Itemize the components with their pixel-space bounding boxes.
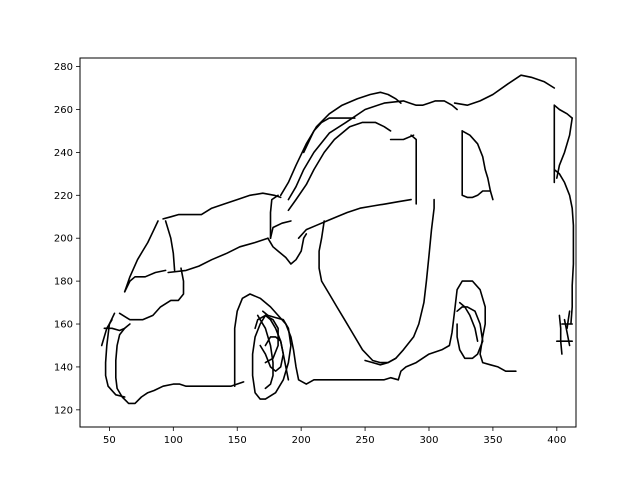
- y-tick-label: 200: [54, 234, 73, 245]
- stroke-line-26: [256, 314, 274, 390]
- x-tick-label: 250: [356, 435, 375, 446]
- stroke-line-5: [123, 220, 159, 293]
- stroke-line-23: [233, 293, 400, 388]
- y-tick-label: 160: [54, 320, 73, 331]
- stroke-line-24: [397, 280, 517, 381]
- stroke-line-11: [269, 194, 279, 239]
- stroke-line-8: [164, 220, 176, 272]
- x-tick-label: 350: [483, 435, 502, 446]
- stroke-line-15: [279, 91, 402, 197]
- stroke-line-3: [104, 312, 126, 398]
- y-tick-label: 220: [54, 191, 73, 202]
- stroke-line-2: [115, 327, 245, 405]
- stroke-line-22: [364, 357, 397, 366]
- stroke-line-19: [302, 117, 356, 154]
- stroke-line-10: [267, 233, 308, 265]
- x-tick-label: 300: [419, 435, 438, 446]
- stroke-line-33: [461, 130, 492, 199]
- y-tick-label: 180: [54, 277, 73, 288]
- stroke-line-17: [297, 198, 412, 239]
- x-tick-label: 50: [103, 435, 116, 446]
- y-tick-label: 240: [54, 148, 73, 159]
- stroke-line-14: [453, 74, 556, 106]
- chart-strokes: [100, 74, 575, 405]
- stroke-line-9: [167, 237, 269, 274]
- x-tick-label: 400: [547, 435, 566, 446]
- stroke-line-29: [254, 314, 279, 364]
- stroke-line-38: [558, 314, 563, 355]
- stroke-line-20: [410, 134, 418, 205]
- y-tick-label: 120: [54, 405, 73, 416]
- x-tick-label: 100: [164, 435, 183, 446]
- stroke-line-32: [461, 130, 494, 201]
- stroke-line-6: [123, 269, 167, 293]
- stroke-line-21: [318, 198, 435, 364]
- y-tick-label: 140: [54, 362, 73, 373]
- stroke-line-13: [287, 100, 458, 201]
- stroke-line-36: [555, 117, 574, 179]
- y-tick-label: 260: [54, 105, 73, 116]
- plot-frame: [79, 57, 577, 428]
- stroke-line-18: [389, 134, 415, 141]
- stroke-line-34: [553, 104, 574, 119]
- stroke-line-4: [118, 267, 185, 321]
- axis-ticks: 50 100 150 200 250 300 350 400 120 140 160 180 200 22…: [54, 62, 566, 446]
- stroke-line-37: [553, 168, 575, 325]
- stroke-line-25: [251, 310, 292, 400]
- y-tick-label: 280: [54, 62, 73, 73]
- stroke-line-16: [287, 121, 392, 212]
- stroke-line-12: [269, 220, 292, 239]
- stroke-line-31: [458, 301, 479, 343]
- x-tick-label: 200: [292, 435, 311, 446]
- stroke-line-42: [563, 318, 571, 347]
- stroke-line-30: [456, 306, 484, 360]
- stroke-line-7: [162, 192, 282, 220]
- stroke-line-41: [566, 310, 571, 330]
- x-tick-label: 150: [228, 435, 247, 446]
